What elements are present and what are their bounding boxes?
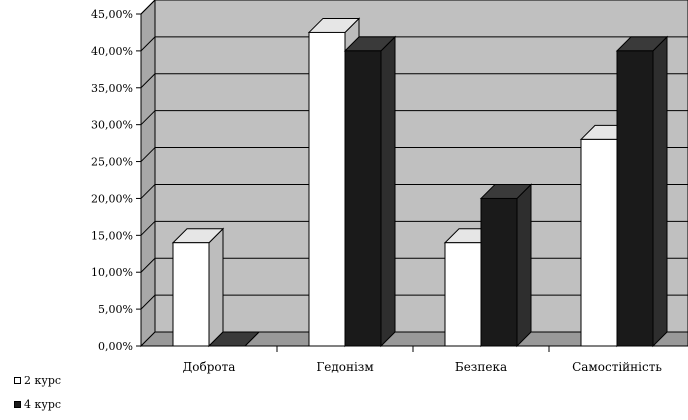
y-tick-label: 10,00% — [91, 266, 133, 279]
chart-side-wall — [140, 0, 156, 348]
bar-front — [344, 50, 382, 347]
bar-4-курс-Гедонізм — [343, 35, 397, 348]
bar-side — [652, 35, 668, 348]
y-tick-label: 45,00% — [91, 8, 133, 21]
gridline-side — [140, 147, 156, 162]
gridline-side — [140, 294, 156, 310]
legend-item-series-2: 4 курс — [14, 396, 61, 412]
bar-front — [480, 197, 518, 347]
legend-label-series-1: 2 курс — [24, 373, 62, 387]
bar-front — [172, 242, 210, 347]
y-tick-label: 35,00% — [91, 82, 133, 95]
bar-4-курс-Самостійність — [615, 35, 669, 348]
y-tick-label: 40,00% — [91, 45, 133, 58]
gridline-side — [140, 0, 156, 15]
bar-4-курс-Безпека — [479, 183, 533, 348]
bar-front — [308, 31, 346, 347]
chart-axes: 0,00% 5,00% 10,00% 15,00% 20,00% 25,00% 30,00%… — [91, 8, 688, 374]
bar-side — [380, 35, 396, 348]
bar-side — [516, 183, 532, 348]
gridline-side — [140, 184, 156, 199]
legend-label-series-2: 4 курс — [24, 397, 62, 411]
gridline-side — [140, 73, 156, 89]
y-tick-label: 0,00% — [98, 340, 133, 353]
bar-front — [444, 242, 482, 347]
legend-swatch-series-1 — [14, 376, 21, 384]
legend: 2 курс 4 курс — [14, 372, 61, 420]
legend-swatch-series-2 — [14, 400, 21, 408]
y-tick-label: 5,00% — [98, 303, 133, 316]
y-tick-label: 15,00% — [91, 229, 133, 242]
bar-side — [208, 227, 224, 348]
y-tick-label: 25,00% — [91, 156, 133, 169]
x-tick-label: Доброта — [183, 360, 236, 374]
bar-2-курс-Доброта — [171, 227, 225, 348]
x-tick-label: Гедонізм — [316, 360, 373, 374]
x-tick-label: Самостійність — [572, 360, 662, 374]
gridline-side — [140, 220, 156, 236]
x-tick-label: Безпека — [455, 360, 507, 374]
y-tick-label: 20,00% — [91, 192, 133, 205]
chart-bars — [171, 17, 669, 348]
gridline-side — [140, 36, 156, 52]
gridline-side — [140, 110, 156, 126]
y-tick-label: 30,00% — [91, 119, 133, 132]
bar-front — [580, 138, 618, 347]
gridline-side — [140, 257, 156, 273]
bar-front — [616, 50, 654, 347]
legend-item-series-1: 2 курс — [14, 372, 61, 388]
